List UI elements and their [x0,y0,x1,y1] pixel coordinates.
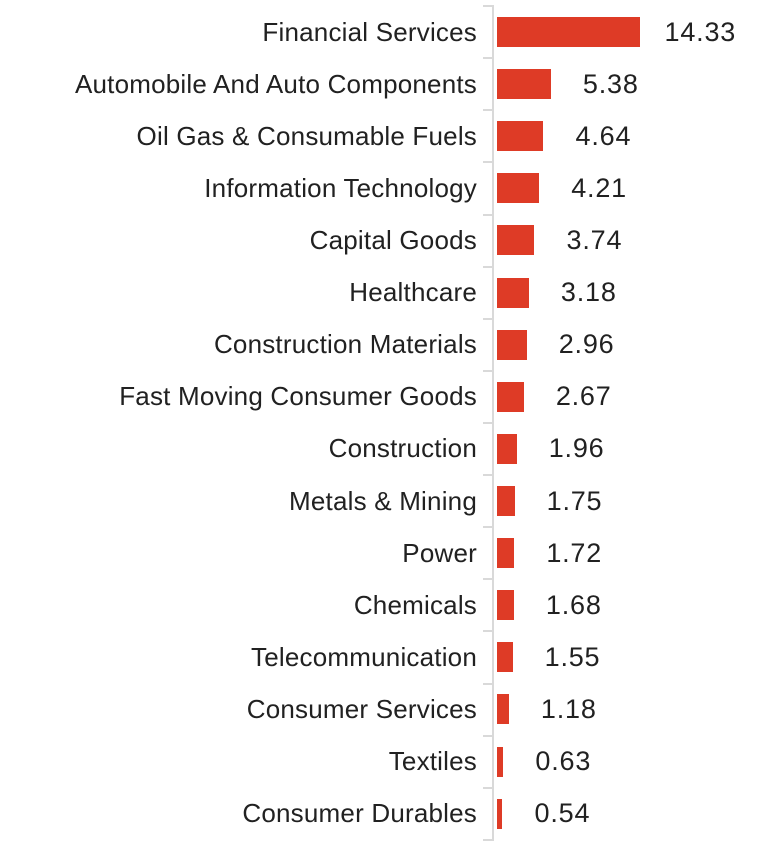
axis-tick [483,578,494,581]
chart-row: Consumer Durables 0.54 [0,788,757,840]
value-label: 2.67 [555,381,612,412]
bar-zone: 3.18 [497,267,645,319]
category-label: Consumer Services [246,693,477,724]
category-label: Healthcare [349,277,477,308]
bar-zone: 5.38 [497,58,667,110]
chart-row: Chemicals 1.68 [0,579,757,631]
bar [497,277,529,308]
chart-row: Consumer Services 1.18 [0,683,757,735]
axis-tick [483,526,494,529]
value-label: 1.75 [546,485,603,516]
value-label: 14.33 [664,16,737,47]
category-label: Metals & Mining [289,485,477,516]
axis-tick [483,161,494,164]
chart-row: Financial Services 14.33 [0,6,757,58]
axis-tick [483,474,494,477]
category-label: Power [402,537,477,568]
category-label: Construction [328,433,477,464]
chart-row: Automobile And Auto Components 5.38 [0,58,757,110]
bar [497,329,527,360]
value-label: 1.18 [540,693,597,724]
bar-zone: 0.54 [497,788,618,840]
value-label: 0.54 [534,798,591,829]
chart-row: Oil Gas & Consumable Fuels 4.64 [0,110,757,162]
category-label: Consumer Durables [242,798,477,829]
value-label: 1.55 [544,641,601,672]
category-label: Textiles [388,746,477,777]
category-label: Telecommunication [251,641,477,672]
bar [497,590,514,621]
bar [497,173,540,204]
bar [497,433,517,464]
chart-row: Construction Materials 2.96 [0,319,757,371]
bar-zone: 3.74 [497,214,650,266]
bar-zone: 14.33 [497,6,757,58]
axis-tick [483,109,494,112]
bar-zone: 2.67 [497,371,639,423]
bar-zone: 1.68 [497,579,630,631]
axis-tick [483,57,494,60]
category-label: Chemicals [353,589,477,620]
bar [497,694,509,725]
value-label: 1.68 [545,589,602,620]
chart-rows: Financial Services 14.33 Automobile And … [0,6,757,840]
bar [497,746,504,777]
category-label: Automobile And Auto Components [74,68,477,99]
bar [497,121,544,152]
bar [497,486,515,517]
bar [497,225,535,256]
bar-zone: 1.96 [497,423,632,475]
value-label: 0.63 [535,746,592,777]
value-label: 5.38 [582,68,639,99]
chart-row: Construction 1.96 [0,423,757,475]
chart-row: Telecommunication 1.55 [0,631,757,683]
bar [497,69,551,100]
chart-row: Healthcare 3.18 [0,267,757,319]
bar-zone: 4.64 [497,110,659,162]
bar-zone: 1.72 [497,527,630,579]
bar [497,642,513,673]
chart-row: Fast Moving Consumer Goods 2.67 [0,371,757,423]
bar-zone: 0.63 [497,736,619,788]
chart-row: Information Technology 4.21 [0,162,757,214]
value-label: 4.64 [575,120,632,151]
axis-tick [483,734,494,737]
value-label: 1.72 [546,537,603,568]
bar-zone: 1.55 [497,631,628,683]
bar [497,538,515,569]
axis-tick [483,213,494,216]
value-label: 2.96 [558,329,615,360]
value-label: 1.96 [548,433,605,464]
bar-zone: 2.96 [497,319,642,371]
category-label: Construction Materials [213,329,477,360]
chart-row: Power 1.72 [0,527,757,579]
category-label: Oil Gas & Consumable Fuels [136,120,477,151]
value-label: 4.21 [571,172,627,203]
value-label: 3.74 [566,224,623,255]
axis-tick [483,5,494,7]
axis-tick [483,630,494,633]
chart-row: Textiles 0.63 [0,736,757,788]
axis-tick [483,838,494,841]
axis-tick [483,369,494,372]
axis-tick [483,422,494,424]
bar [497,17,641,48]
category-label: Fast Moving Consumer Goods [119,381,477,412]
chart-row: Metals & Mining 1.75 [0,475,757,527]
category-label: Information Technology [204,172,477,203]
bar-zone: 4.21 [497,162,655,214]
bar [497,798,503,829]
value-label: 3.18 [560,277,617,308]
axis-tick [483,786,494,789]
chart-row: Capital Goods 3.74 [0,214,757,266]
category-label: Financial Services [262,16,477,47]
bar-zone: 1.18 [497,683,625,735]
axis-tick [483,682,494,685]
category-label: Capital Goods [309,224,477,255]
axis-tick [483,265,494,268]
bar [497,381,524,412]
bar-zone: 1.75 [497,475,630,527]
axis-tick [483,317,494,320]
